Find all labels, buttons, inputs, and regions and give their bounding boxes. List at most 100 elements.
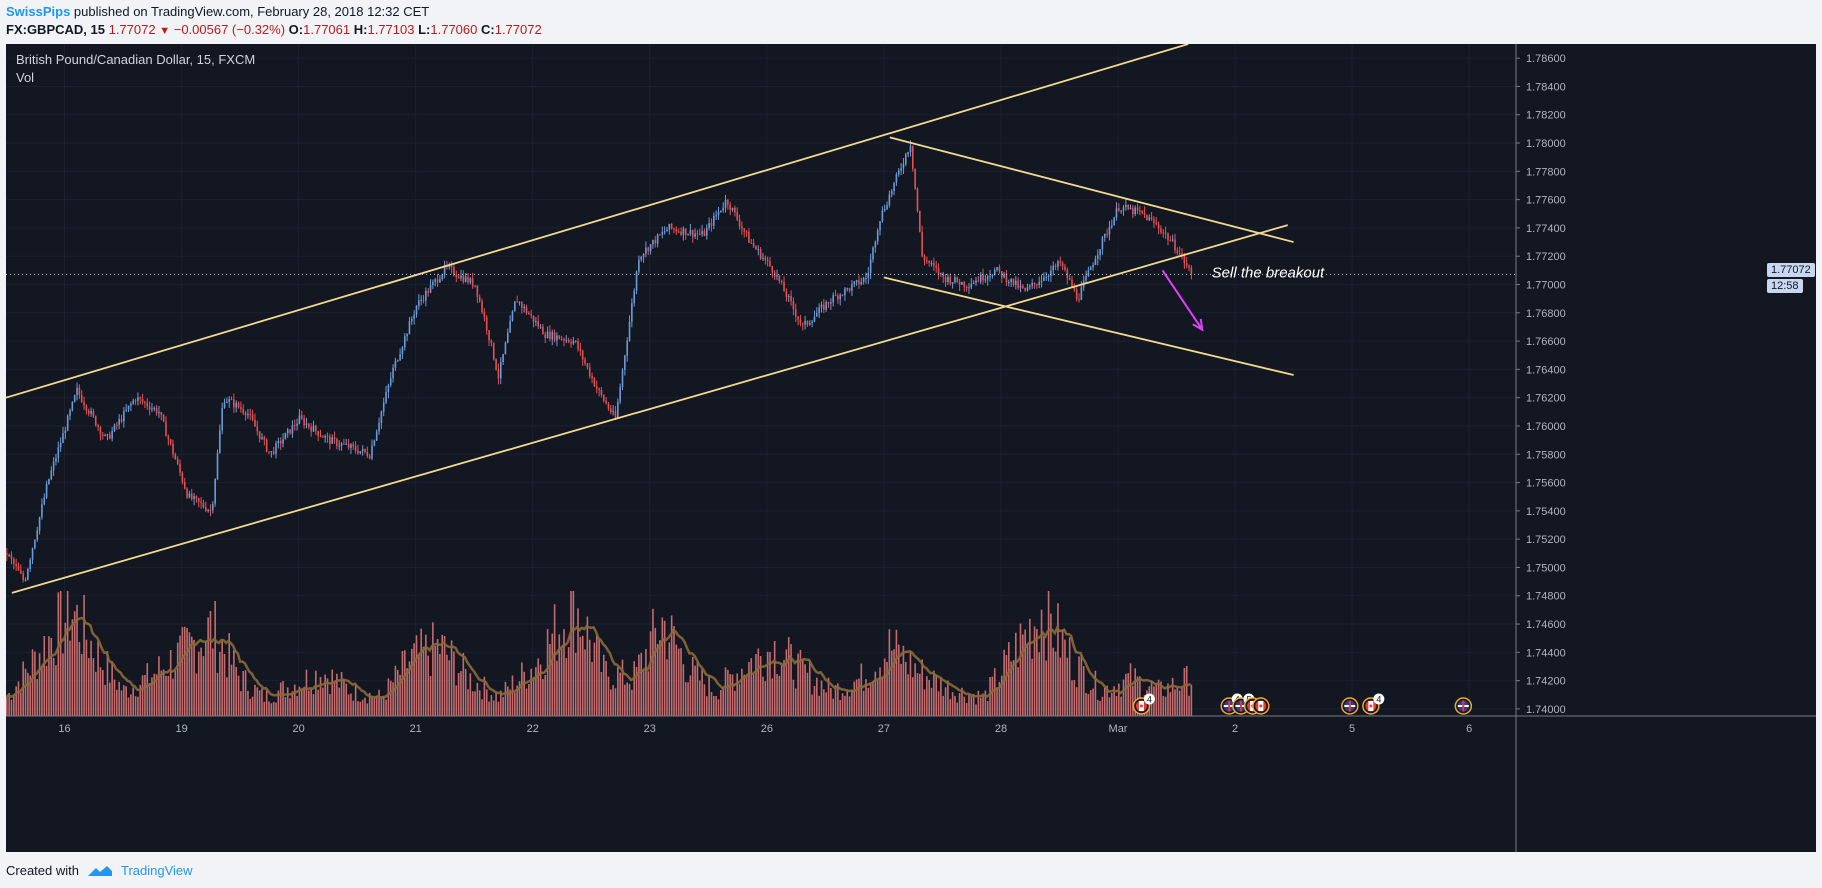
volume-bar xyxy=(66,591,69,716)
candle-up-body xyxy=(1103,233,1106,238)
x-tick-label: 28 xyxy=(995,723,1007,735)
candle-up-body xyxy=(212,503,214,511)
candle-down-body xyxy=(272,451,275,454)
volume-bar xyxy=(579,636,582,716)
candle-down-body xyxy=(654,239,657,244)
candle-down-body xyxy=(577,340,579,350)
candle-down-body xyxy=(956,277,959,283)
candle-down-body xyxy=(1000,271,1003,278)
volume-bar xyxy=(439,653,441,716)
candle-up-body xyxy=(55,458,57,462)
candle-up-body xyxy=(1040,280,1043,283)
volume-bar xyxy=(411,648,413,716)
candle-up-body xyxy=(111,430,113,439)
volume-bar xyxy=(626,682,628,716)
candle-down-body xyxy=(109,434,111,439)
candle-up-body xyxy=(844,288,846,296)
volume-bar xyxy=(937,691,940,716)
volume-bar xyxy=(572,591,575,716)
candle-down-body xyxy=(1033,283,1036,285)
volume-bar xyxy=(897,644,900,716)
volume-bar xyxy=(289,698,291,716)
candle-up-body xyxy=(413,314,415,319)
volume-bar xyxy=(1085,693,1087,716)
candle-up-body xyxy=(893,182,895,192)
candle-down-body xyxy=(914,168,916,189)
footer: Created with TradingView xyxy=(6,863,193,878)
volume-bar xyxy=(162,669,165,716)
candle-up-body xyxy=(881,210,884,222)
tradingview-link[interactable]: TradingView xyxy=(120,863,193,878)
chart-canvas[interactable]: Sell the breakout 1.74000 1.74200 1.74400 1.… xyxy=(6,44,1816,852)
candle-up-body xyxy=(565,339,568,341)
y-tick-label: 1.76400 xyxy=(1526,364,1566,376)
candle-up-body xyxy=(947,276,949,282)
volume-bar xyxy=(764,681,767,716)
candle-up-body xyxy=(275,443,277,454)
candle-up-body xyxy=(460,275,462,279)
volume-bar xyxy=(392,682,394,716)
candle-down-body xyxy=(293,425,296,427)
candle-up-body xyxy=(1115,208,1118,218)
volume-bar xyxy=(532,677,535,716)
candle-down-body xyxy=(935,265,938,268)
volume-bar xyxy=(830,688,832,716)
candle-down-body xyxy=(1073,287,1076,290)
volume-bar xyxy=(167,675,170,716)
volume-bar xyxy=(1054,651,1057,716)
candle-up-body xyxy=(434,279,437,282)
candle-down-body xyxy=(233,399,235,408)
volume-bar xyxy=(741,668,743,716)
candle-up-body xyxy=(506,332,509,343)
x-tick-label: 27 xyxy=(878,723,890,735)
volume-bar xyxy=(755,654,757,716)
volume-bar xyxy=(1019,623,1022,716)
volume-bar xyxy=(1059,657,1062,716)
candle-up-body xyxy=(406,334,408,337)
y-tick-label: 1.78200 xyxy=(1526,110,1566,122)
candle-down-body xyxy=(490,340,493,343)
chart-symbol-title: British Pound/Canadian Dollar, 15, FXCM xyxy=(16,52,256,67)
volume-bar xyxy=(570,591,572,716)
volume-bar xyxy=(265,690,268,716)
volume-bar xyxy=(598,639,600,716)
author-link[interactable]: SwissPips xyxy=(6,4,71,19)
y-tick-label: 1.77600 xyxy=(1526,195,1566,207)
candle-down-body xyxy=(848,288,851,291)
candle-down-body xyxy=(87,410,90,414)
candle-down-body xyxy=(141,398,144,402)
volume-bar xyxy=(523,671,525,716)
candle-down-body xyxy=(497,369,500,379)
volume-bar xyxy=(305,669,308,716)
candle-down-body xyxy=(172,443,174,455)
volume-bar xyxy=(649,631,652,716)
volume-bar xyxy=(87,658,90,716)
candle-up-body xyxy=(439,279,441,283)
candle-up-body xyxy=(340,443,343,446)
volume-bar xyxy=(757,648,760,716)
candle-down-body xyxy=(488,330,490,341)
candle-down-body xyxy=(1176,250,1179,253)
candle-down-body xyxy=(521,302,523,308)
volume-bar xyxy=(462,652,465,716)
candle-down-body xyxy=(1059,261,1062,264)
candle-up-body xyxy=(572,340,575,344)
candle-down-body xyxy=(78,387,81,395)
volume-bar xyxy=(188,632,191,716)
candle-up-body xyxy=(968,287,970,289)
volume-bar xyxy=(602,654,605,716)
chart-area[interactable]: Sell the breakout 1.74000 1.74200 1.74400 1.… xyxy=(6,44,1816,852)
volume-bar xyxy=(34,651,36,716)
candle-up-body xyxy=(151,408,153,410)
candle-up-body xyxy=(73,395,76,402)
volume-bar xyxy=(560,646,563,716)
volume-bar xyxy=(804,664,806,716)
candle-up-body xyxy=(1050,270,1052,276)
candle-up-body xyxy=(420,299,422,301)
candle-up-body xyxy=(883,209,886,211)
volume-bar xyxy=(158,656,160,716)
candle-down-body xyxy=(530,314,533,316)
volume-bar xyxy=(160,670,163,716)
candle-down-body xyxy=(139,397,142,399)
candle-down-body xyxy=(1024,287,1026,291)
